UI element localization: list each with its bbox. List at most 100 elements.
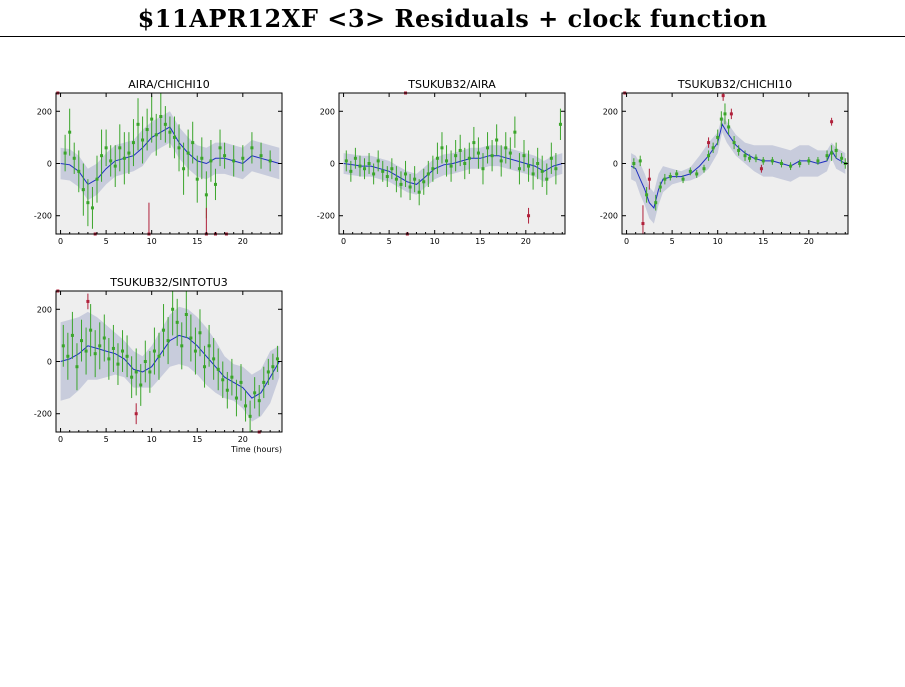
clock-uncertainty-band (343, 145, 563, 195)
residual-point (663, 177, 667, 181)
clock-uncertainty-band (631, 116, 846, 224)
x-axis-label: Time (hours) (230, 445, 282, 454)
page-title: $11APR12XF <3> Residuals + clock functio… (137, 4, 768, 33)
residual-point (216, 367, 220, 371)
residual-point (125, 354, 129, 358)
x-tick-label: 0 (58, 237, 63, 246)
residual-point (363, 167, 367, 171)
residual-point (122, 156, 126, 160)
residual-point (545, 177, 549, 181)
residual-point (100, 154, 104, 158)
residual-point (422, 180, 426, 184)
residual-point (645, 193, 649, 197)
residual-point (84, 349, 88, 353)
residual-point (536, 162, 540, 165)
x-tick-label: 20 (521, 237, 531, 246)
plot-content (630, 103, 847, 224)
residual-point (349, 169, 353, 173)
chart-panel-2: 0 5 10 15 20 -200 0 200 TSUKUB32/AIRA (317, 78, 566, 246)
chart-panel-1: 0 5 10 15 20 -200 0 200 AIRA/CHICHI10 (34, 78, 283, 246)
residual-point (200, 156, 204, 160)
y-tick-label: 200 (603, 107, 618, 116)
residual-point (121, 349, 125, 353)
residual-point (675, 172, 679, 176)
residual-point (168, 130, 172, 134)
x-tick-label: 5 (104, 435, 109, 444)
residual-point (404, 172, 408, 176)
residual-point (445, 159, 449, 163)
residual-point (130, 375, 134, 379)
residual-point (68, 130, 72, 134)
residual-point (723, 112, 727, 116)
residual-point (440, 146, 444, 150)
residual-point (275, 357, 279, 361)
residual-point (426, 172, 430, 176)
x-tick-label: 10 (147, 435, 157, 444)
residual-point (218, 146, 222, 150)
residual-point (225, 388, 229, 392)
residual-point (638, 159, 642, 163)
y-tick-label: 0 (330, 160, 335, 169)
clock-function-line (60, 334, 280, 399)
residual-point (212, 357, 216, 361)
chart-title: TSUKUB32/AIRA (407, 78, 496, 91)
flagged-point (721, 94, 725, 98)
residual-point (390, 167, 394, 171)
residual-point (213, 182, 217, 186)
residual-point (271, 365, 275, 369)
chart-panel-3: 0 5 10 15 20 -200 0 200 TSUKUB32/CHICHI10 (600, 78, 849, 246)
residual-point (732, 141, 736, 145)
x-tick-label: 0 (341, 237, 346, 246)
x-tick-label: 5 (104, 237, 109, 246)
residual-point (191, 141, 195, 145)
residual-point (743, 154, 747, 158)
residual-point (177, 146, 181, 150)
residual-point (104, 146, 108, 150)
x-tick-label: 15 (192, 435, 202, 444)
residual-point (257, 399, 261, 403)
residual-point (209, 159, 213, 163)
residual-point (234, 396, 238, 400)
residual-point (353, 156, 357, 160)
residual-point (159, 115, 163, 118)
residual-point (182, 167, 186, 171)
residual-point (711, 146, 715, 150)
residual-point (463, 162, 467, 165)
plot-content (60, 291, 280, 432)
residual-point (707, 154, 711, 158)
residual-point (223, 154, 227, 158)
residual-point (399, 182, 403, 186)
residual-point (417, 190, 421, 194)
chart-title: AIRA/CHICHI10 (128, 78, 210, 91)
residual-point (495, 138, 499, 142)
flagged-point (729, 112, 733, 116)
title-divider (0, 36, 905, 37)
y-tick-label: 0 (47, 358, 52, 367)
residual-point (262, 380, 266, 384)
residual-point (77, 169, 81, 173)
residual-point (203, 365, 207, 369)
residual-point (716, 135, 720, 139)
y-tick-label: -200 (34, 410, 52, 419)
residual-point (109, 159, 113, 163)
residual-point (268, 159, 272, 163)
residual-point (549, 156, 553, 160)
residual-point (81, 188, 85, 192)
residual-point (840, 156, 844, 160)
residual-point (162, 328, 166, 332)
residual-point (61, 344, 65, 348)
y-tick-label: 200 (37, 305, 52, 314)
x-tick-label: 0 (624, 237, 629, 246)
clock-function-line (343, 155, 563, 185)
residual-point (834, 148, 838, 152)
residual-point (154, 133, 158, 137)
residual-point (80, 339, 84, 343)
residual-point (522, 154, 526, 158)
residual-point (727, 125, 731, 129)
residual-point (145, 128, 149, 132)
residual-point (807, 159, 811, 163)
residual-point (816, 159, 820, 163)
residual-point (558, 122, 562, 126)
residual-point (344, 159, 348, 163)
